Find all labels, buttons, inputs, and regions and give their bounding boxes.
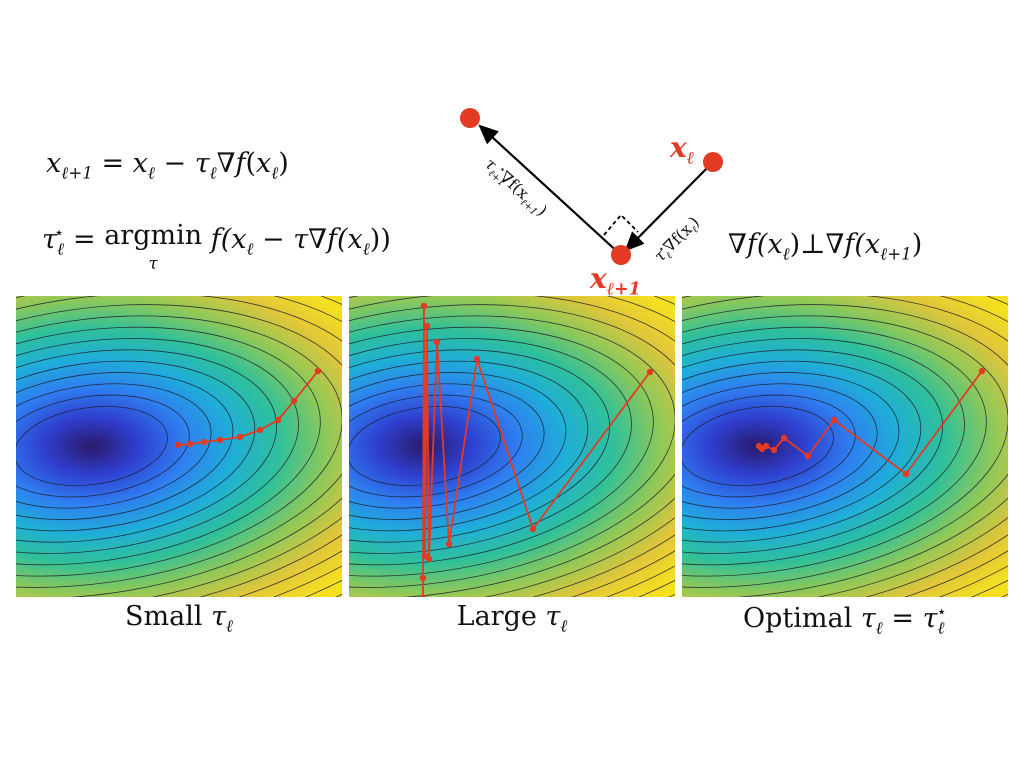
descent-iterate bbox=[646, 368, 654, 376]
contour-line bbox=[16, 360, 256, 532]
descent-iterate bbox=[529, 525, 537, 533]
descent-iterate bbox=[200, 438, 208, 446]
orthogonal-gradient-diagram bbox=[460, 108, 723, 265]
label-x-current: xℓ bbox=[670, 131, 695, 169]
descent-iterate bbox=[419, 574, 427, 582]
label-x-next: xℓ+1 bbox=[590, 262, 641, 300]
descent-iterate bbox=[433, 338, 441, 346]
contour-line bbox=[16, 372, 234, 520]
gradient-arrow-current bbox=[624, 161, 714, 252]
contour-line bbox=[682, 372, 900, 520]
contour-line bbox=[349, 338, 632, 554]
optimal-step-equation: τℓ⋆ = argmin τ f(xℓ − τ∇f(xℓ)) bbox=[42, 220, 391, 273]
panel-optimal-step bbox=[682, 296, 1008, 597]
contour-line bbox=[682, 383, 878, 509]
caption-small: Small τℓ bbox=[125, 601, 233, 636]
descent-iterate bbox=[174, 441, 182, 449]
contour-line bbox=[16, 383, 212, 509]
descent-iterate bbox=[186, 440, 194, 448]
gradient-arrow-next bbox=[478, 124, 622, 256]
contour-line bbox=[682, 304, 1008, 588]
caption-large: Large τℓ bbox=[456, 601, 568, 636]
descent-iterate bbox=[473, 355, 481, 363]
contour-line bbox=[349, 315, 675, 577]
descent-iterate bbox=[830, 416, 838, 424]
descent-iterate bbox=[256, 426, 264, 434]
contour-line bbox=[682, 315, 1008, 577]
contour-line bbox=[682, 326, 987, 566]
descent-iterate bbox=[902, 470, 910, 478]
point-current bbox=[703, 152, 723, 172]
caption-optimal: Optimal τℓ = τℓ⋆ bbox=[743, 601, 947, 638]
descent-iterate bbox=[804, 452, 812, 460]
contour-line bbox=[349, 349, 611, 543]
contour-line bbox=[349, 383, 545, 509]
descent-iterate bbox=[421, 552, 429, 560]
descent-iterate bbox=[419, 594, 427, 597]
descent-iterate bbox=[770, 446, 778, 454]
contour-line bbox=[349, 372, 567, 520]
descent-iterate bbox=[314, 367, 322, 375]
contour-line bbox=[682, 394, 856, 498]
descent-iterate bbox=[423, 322, 431, 330]
contour-line bbox=[349, 326, 654, 566]
descent-iterate bbox=[236, 433, 244, 441]
contour-line bbox=[682, 338, 965, 554]
contour-line bbox=[16, 394, 190, 498]
contour-line bbox=[16, 338, 299, 554]
descent-iterate bbox=[274, 416, 282, 424]
descent-iterate bbox=[445, 540, 453, 548]
point-x-next bbox=[611, 245, 631, 265]
contour-line bbox=[16, 296, 342, 597]
right-angle-marker bbox=[603, 213, 639, 236]
contour-line bbox=[16, 315, 342, 577]
descent-iterate bbox=[755, 442, 763, 450]
contour-line bbox=[682, 405, 834, 487]
contour-line bbox=[682, 360, 922, 532]
descent-iterate bbox=[290, 397, 298, 405]
contour-line bbox=[349, 296, 675, 597]
contour-line bbox=[349, 360, 589, 532]
descent-iterate bbox=[420, 302, 428, 310]
panel-small-step bbox=[16, 296, 342, 597]
contour-line bbox=[682, 296, 1008, 597]
contour-line bbox=[16, 304, 342, 588]
update-rule-equation: xℓ+1 = xℓ − τℓ∇f(xℓ) bbox=[46, 148, 289, 183]
contour-line bbox=[16, 405, 168, 487]
panel-large-step bbox=[349, 296, 675, 597]
contour-line bbox=[16, 326, 321, 566]
contour-line bbox=[682, 349, 944, 543]
contour-line bbox=[349, 405, 501, 487]
descent-iterate bbox=[216, 436, 224, 444]
contour-line bbox=[349, 304, 675, 588]
descent-iterate bbox=[780, 434, 788, 442]
orthogonality-equation: ∇f(xℓ)⊥∇f(xℓ+1) bbox=[728, 229, 923, 264]
descent-iterate bbox=[978, 367, 986, 375]
point-next bbox=[460, 108, 480, 128]
